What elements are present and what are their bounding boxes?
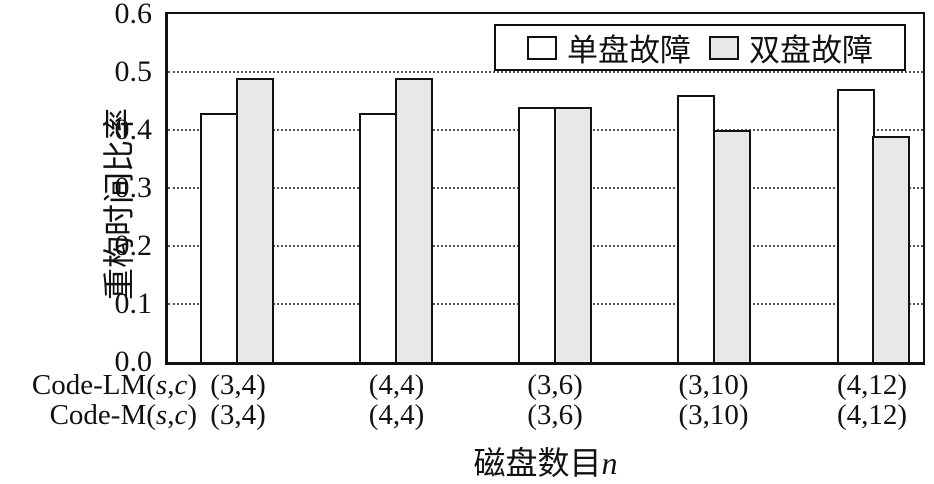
bar-group-(3,4)	[200, 14, 274, 362]
bar-双盘故障-(3,4)	[235, 77, 274, 362]
x-tick-label: (3,6)	[527, 399, 583, 431]
x-axis-title: 磁盘数目n	[473, 445, 618, 481]
x-tick-label: (3,4)	[210, 369, 266, 401]
bar-双盘故障-(3,6)	[553, 106, 592, 362]
bar-group-(3,10)	[677, 14, 751, 362]
x-axis-row-ticks-code-m: (3,4) (4,4) (3,6) (3,10) (4,12)	[168, 399, 923, 432]
bar-单盘故障-(3,6)	[518, 106, 557, 362]
x-axis-row-code-lm: Code-LM(s,c) (3,4) (4,4) (3,6) (3,10) (4,12)	[0, 369, 934, 402]
x-axis-row-label-code-lm: Code-LM(s,c)	[31, 369, 197, 401]
bar-group-(4,12)	[836, 14, 910, 362]
x-tick-label: (3,4)	[210, 399, 266, 431]
bar-双盘故障-(4,4)	[394, 77, 433, 362]
bar-双盘故障-(4,12)	[872, 135, 910, 362]
x-tick-label: (4,4)	[368, 369, 425, 401]
bar-单盘故障-(3,4)	[200, 112, 238, 362]
x-axis-row-ticks-code-lm: (3,4) (4,4) (3,6) (3,10) (4,12)	[168, 369, 923, 402]
x-tick-label: (3,10)	[678, 399, 749, 431]
bar-单盘故障-(3,10)	[677, 95, 716, 362]
legend-item-single-failure: 单盘故障	[527, 25, 691, 70]
bar-group-(3,6)	[518, 14, 592, 362]
x-tick-label: (3,10)	[678, 369, 749, 401]
legend-item-double-failure: 双盘故障	[709, 25, 873, 70]
x-tick-label: (4,12)	[836, 399, 908, 431]
legend-swatch-single-failure	[527, 35, 557, 60]
legend: 单盘故障 双盘故障	[494, 24, 906, 71]
y-tick-label: 0.4	[114, 113, 153, 146]
y-tick-label: 0.2	[114, 229, 153, 262]
bar-groups	[168, 14, 923, 362]
bar-group-(4,4)	[359, 14, 433, 362]
y-axis-ticks: 0.0 0.1 0.2 0.3 0.4 0.5 0.6	[40, 0, 160, 378]
y-tick-label: 0.5	[114, 55, 153, 88]
gridline	[168, 71, 923, 73]
x-tick-label: (4,4)	[368, 399, 425, 431]
y-tick-label: 0.0	[114, 345, 153, 378]
y-tick-label: 0.6	[114, 0, 153, 30]
x-axis-row-code-m: Code-M(s,c) (3,4) (4,4) (3,6) (3,10) (4,12)	[0, 399, 934, 432]
bar-单盘故障-(4,12)	[836, 89, 875, 362]
y-tick-label: 0.1	[114, 287, 153, 320]
x-axis-row-label-code-m: Code-M(s,c)	[49, 399, 197, 431]
bar-单盘故障-(4,4)	[359, 112, 398, 362]
x-tick-label: (3,6)	[527, 369, 583, 401]
legend-label-single-failure: 单盘故障	[567, 33, 691, 68]
legend-label-double-failure: 双盘故障	[749, 33, 873, 68]
bar-双盘故障-(3,10)	[712, 130, 751, 362]
legend-swatch-double-failure	[709, 35, 739, 60]
x-tick-label: (4,12)	[836, 369, 908, 401]
y-tick-label: 0.3	[114, 171, 153, 204]
